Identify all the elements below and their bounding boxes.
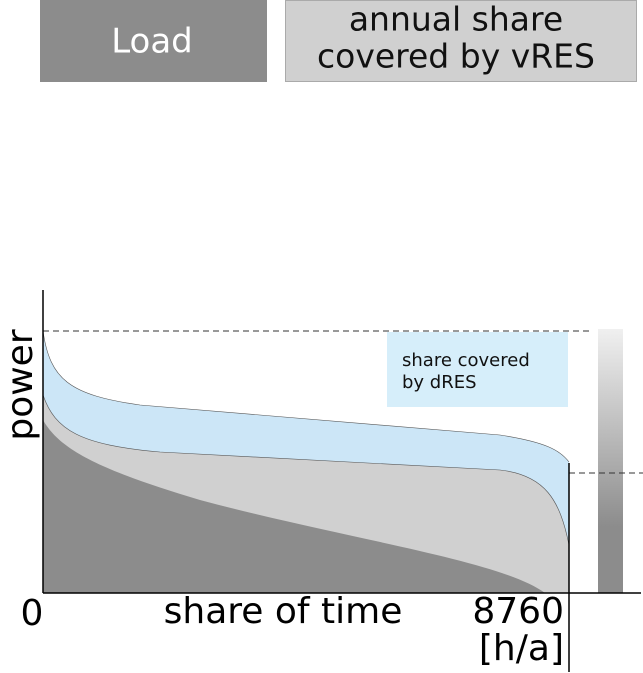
legend-load: Load (111, 22, 193, 62)
load-area (43, 420, 545, 593)
legend-vres-line: covered by vRES (317, 37, 595, 76)
y-label: power (0, 329, 41, 440)
dres-curve (42, 330, 570, 463)
annotation-box (387, 332, 568, 407)
x-label: share of time (164, 591, 403, 632)
annotation: by dRES (402, 372, 477, 393)
legend-load-box (40, 0, 267, 82)
legend-vres-line: annual share (349, 0, 563, 39)
x-unit: [h/a] (479, 628, 564, 669)
vres-curve (42, 394, 570, 546)
x-start: 0 (21, 593, 44, 634)
gradient-bar (598, 329, 623, 593)
annotation: share covered (402, 350, 530, 371)
x-end: 8760 (472, 591, 564, 632)
legend-vres-box (285, 0, 637, 82)
